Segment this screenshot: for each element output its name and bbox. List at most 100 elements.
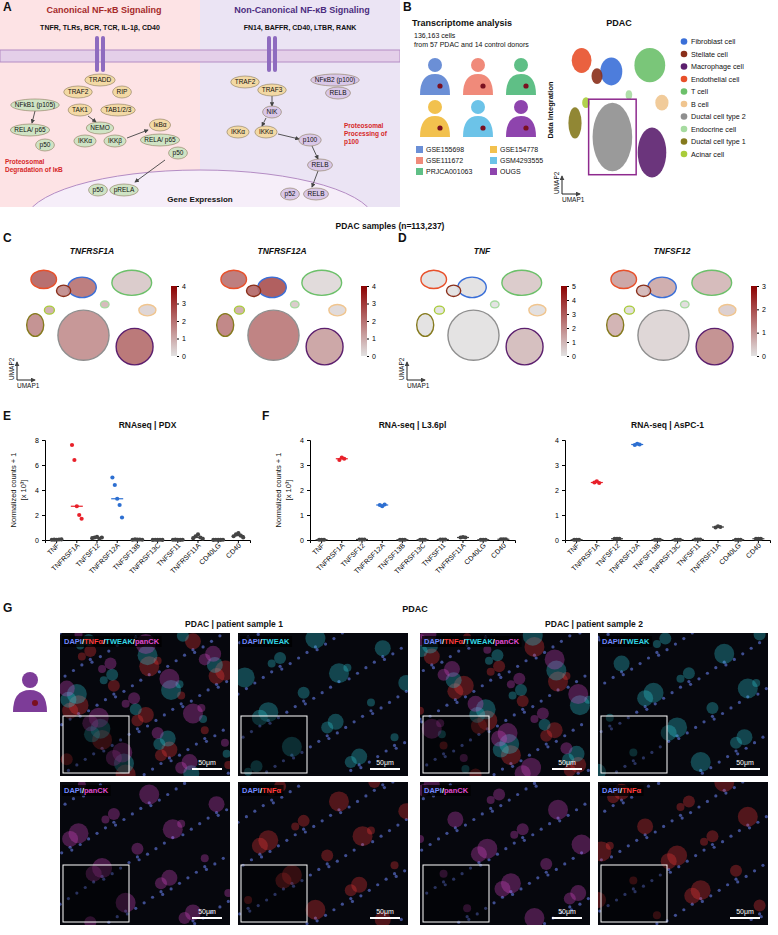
median-line	[732, 539, 744, 540]
cluster	[247, 285, 261, 296]
image-texture	[491, 649, 503, 661]
image-texture	[679, 814, 682, 817]
image-texture	[326, 862, 329, 865]
image-texture	[304, 830, 307, 833]
dot	[118, 503, 122, 507]
cluster	[502, 270, 542, 295]
micrograph: DAPI/TNFα50μm	[236, 776, 414, 927]
image-texture	[396, 695, 399, 698]
image-texture	[754, 900, 766, 912]
image-texture	[420, 848, 423, 851]
image-texture	[733, 658, 736, 661]
image-texture	[294, 705, 297, 708]
image-texture	[472, 818, 475, 821]
image-texture	[472, 690, 475, 693]
image-texture	[227, 900, 230, 903]
median-line	[417, 539, 429, 540]
image-texture	[368, 889, 371, 892]
image-texture	[368, 782, 380, 788]
tick: TNFRSF11A	[169, 540, 202, 575]
cluster	[112, 270, 152, 295]
image-texture	[546, 873, 549, 876]
image-texture	[238, 692, 240, 695]
image-texture	[533, 782, 536, 785]
image-texture	[753, 869, 756, 872]
image-texture	[603, 810, 606, 813]
image-texture	[711, 715, 714, 718]
image-texture	[224, 761, 230, 769]
image-texture	[107, 649, 110, 652]
image-texture	[258, 830, 278, 850]
image-texture	[339, 811, 342, 814]
tick: 0	[555, 537, 565, 544]
image-texture	[516, 793, 519, 796]
legend-swatch	[681, 76, 688, 83]
tick-label: 2	[300, 487, 304, 494]
image-texture	[572, 857, 575, 860]
donor-icon	[463, 58, 493, 95]
tick-label: 3	[372, 300, 376, 307]
image-texture	[551, 645, 554, 648]
image-texture	[139, 807, 142, 810]
axis-line	[307, 441, 311, 541]
image-texture	[89, 658, 92, 661]
node-label: IKKα	[259, 128, 273, 135]
median-line	[591, 482, 603, 483]
image-texture	[149, 804, 152, 807]
image-texture	[508, 798, 511, 801]
image-texture	[393, 744, 396, 747]
image-texture	[709, 894, 712, 897]
image-texture	[756, 692, 759, 695]
image-texture	[114, 695, 117, 698]
axis-title: UMAP1	[407, 382, 430, 389]
y-axis: 01234	[300, 437, 310, 544]
image-texture	[572, 834, 590, 854]
image-texture	[540, 699, 543, 702]
image-texture	[637, 818, 653, 834]
image-texture	[487, 668, 495, 676]
arrow	[262, 118, 266, 126]
legend-swatch	[681, 38, 688, 45]
image-texture	[697, 805, 700, 808]
image-texture	[272, 801, 275, 804]
image-texture	[540, 828, 543, 831]
node-label: NEMO	[90, 124, 110, 131]
image-texture	[736, 880, 739, 883]
highlight-box	[589, 99, 637, 175]
legend-label: GSM4293555	[500, 157, 543, 164]
image-texture	[682, 908, 685, 911]
tick-label: 2	[372, 318, 376, 325]
tick-label: 1	[182, 335, 186, 342]
tick-label: 3	[300, 462, 304, 469]
image-texture	[351, 749, 367, 765]
image-texture	[395, 747, 398, 750]
image-texture	[207, 816, 210, 819]
protein-node: RIP	[113, 86, 132, 98]
image-texture	[726, 883, 729, 886]
image-texture	[614, 656, 630, 672]
cluster	[491, 301, 500, 308]
image-texture	[317, 740, 320, 743]
tick-mark	[567, 286, 569, 287]
image-texture	[166, 665, 169, 668]
tick: 0	[300, 537, 310, 544]
image-ground	[238, 633, 408, 776]
image-texture	[521, 708, 524, 711]
inset	[601, 716, 667, 773]
image-texture	[309, 745, 312, 748]
image-texture	[122, 700, 130, 708]
image-texture	[221, 739, 229, 747]
image-texture	[428, 843, 431, 846]
panel-a: Canonical NF-κB SignalingNon-Canonical N…	[0, 0, 400, 274]
label: Gene Expression	[167, 195, 232, 204]
tick: 5	[567, 283, 576, 290]
image-texture	[72, 669, 75, 672]
protein-node: p52	[281, 188, 300, 200]
cluster	[592, 68, 603, 84]
image-texture	[546, 745, 549, 748]
image-texture	[545, 742, 548, 745]
scale-label: 50μm	[376, 759, 394, 767]
dot-chart: RNAseq | PDX02468TNFTNFRSF1ATNFSF12TNFRS…	[9, 420, 251, 575]
tick: TNFRSF11A	[689, 540, 722, 575]
label-patch	[240, 636, 292, 647]
